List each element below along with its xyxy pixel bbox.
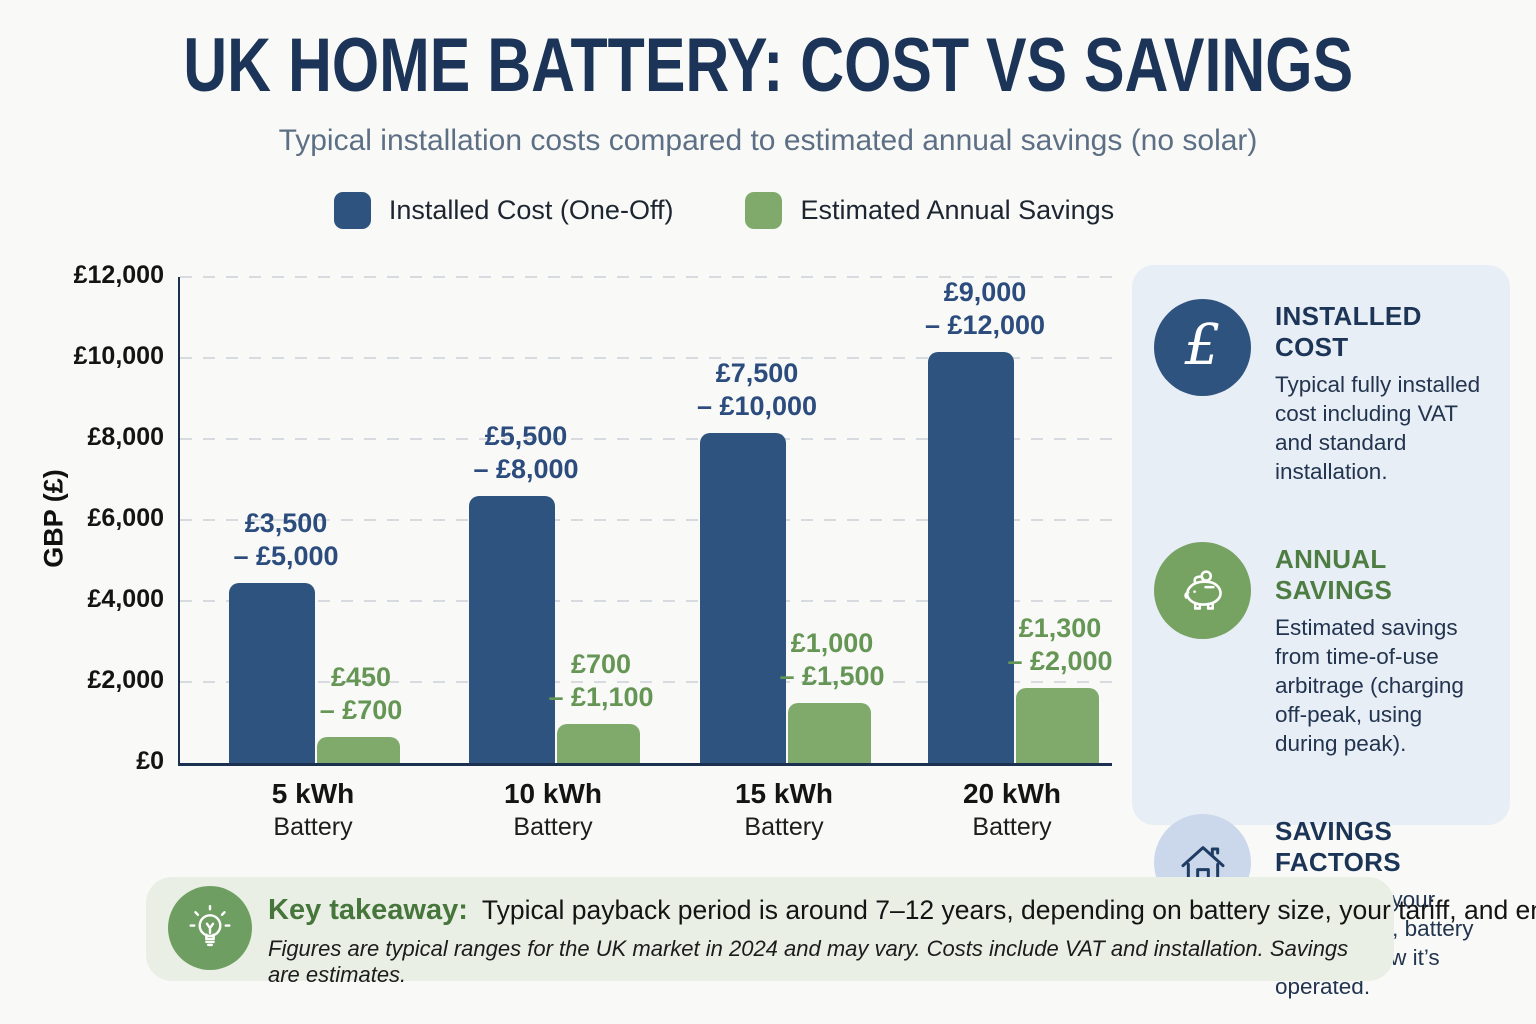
bar-range-label: £9,000– £12,000 [924,276,1046,340]
sidebar-body: Estimated savings from time-of-use arbit… [1275,615,1464,756]
sidebar-heading: INSTALLED COST [1275,301,1422,362]
chart-legend: Installed Cost (One-Off) Estimated Annua… [0,192,1448,229]
y-axis-tick: £4,000 [87,585,164,613]
gridline [180,681,1112,683]
bar-range-label: £3,500– £5,000 [233,507,339,571]
piggy-bank-icon [1154,542,1251,639]
savings-bar [1016,688,1099,763]
page-title: UK HOME BATTERY: COST VS SAVINGS [0,22,1536,109]
cost-bar [229,582,315,763]
info-sidebar: £ INSTALLED COST Typical fully installed… [1132,265,1510,999]
bar-range-label: £450– £700 [319,661,403,725]
bar-range-label: £7,500– £10,000 [696,357,818,421]
bar-range-label: £1,000– £1,500 [779,628,885,692]
legend-savings-label: Estimated Annual Savings [800,195,1115,225]
legend-item-cost: Installed Cost (One-Off) [333,192,674,229]
cost-bar [469,495,555,763]
gridline [180,519,1112,521]
key-takeaway-main: Typical payback period is around 7–12 ye… [481,895,1536,925]
legend-cost-label: Installed Cost (One-Off) [388,195,674,225]
cost-bar [928,351,1014,763]
y-axis-tick: £2,000 [87,666,164,694]
y-axis-tick: £12,000 [73,261,164,289]
key-takeaway-footnote: Figures are typical ranges for the UK ma… [268,936,1349,987]
savings-bar [557,723,640,763]
gridline [180,357,1112,359]
key-takeaway-text: Key takeaway: Typical payback period is … [268,894,1536,988]
savings-swatch-icon [745,192,783,229]
sidebar-item-installed-cost: £ INSTALLED COST Typical fully installed… [1154,299,1488,486]
gridline [180,276,1112,278]
sidebar-item-text: INSTALLED COST Typical fully installed c… [1275,299,1488,486]
bar-range-label: £700– £1,100 [548,648,654,712]
y-axis-tick: £6,000 [87,504,164,532]
gridline [180,438,1112,440]
cost-swatch-icon [333,192,371,229]
y-axis-tick: £0 [136,747,164,775]
y-axis-tick: £8,000 [87,423,164,451]
cost-bar [700,432,786,763]
y-axis-tick: £10,000 [73,342,164,370]
gridline [180,600,1112,602]
sidebar-heading: SAVINGS FACTORS [1275,816,1401,877]
lightbulb-icon [168,886,252,970]
x-axis-label: 20 kWh Battery [962,778,1062,841]
pound-icon: £ [1154,299,1251,396]
x-axis-label: 5 kWh Battery [271,778,355,841]
bar-range-label: £5,500– £8,000 [473,420,579,484]
key-takeaway-panel: Key takeaway: Typical payback period is … [146,877,1536,987]
legend-item-savings: Estimated Annual Savings [745,192,1114,229]
sidebar-item-annual-savings: ANNUAL SAVINGS Estimated savings from ti… [1154,542,1488,758]
key-takeaway-line: Key takeaway: Typical payback period is … [268,894,1536,927]
savings-bar [317,736,400,763]
sidebar-body: Typical fully installed cost including V… [1275,372,1481,484]
savings-bar [788,703,871,763]
sidebar-item-text: ANNUAL SAVINGS Estimated savings from ti… [1275,542,1488,758]
x-axis-label: 15 kWh Battery [734,778,834,841]
subtitle: Typical installation costs compared to e… [278,124,1258,157]
bar-chart-plot-area: £3,500– £5,000 £450– £700 £5,500– £8,000 £7… [178,276,1113,766]
x-axis-label: 10 kWh Battery [503,778,603,841]
key-takeaway-heading: Key takeaway: [268,894,468,926]
bar-range-label: £1,300– £2,000 [1007,613,1113,677]
page-title-text: UK HOME BATTERY: COST VS SAVINGS [183,23,1353,108]
sidebar-heading: ANNUAL SAVINGS [1275,544,1393,605]
